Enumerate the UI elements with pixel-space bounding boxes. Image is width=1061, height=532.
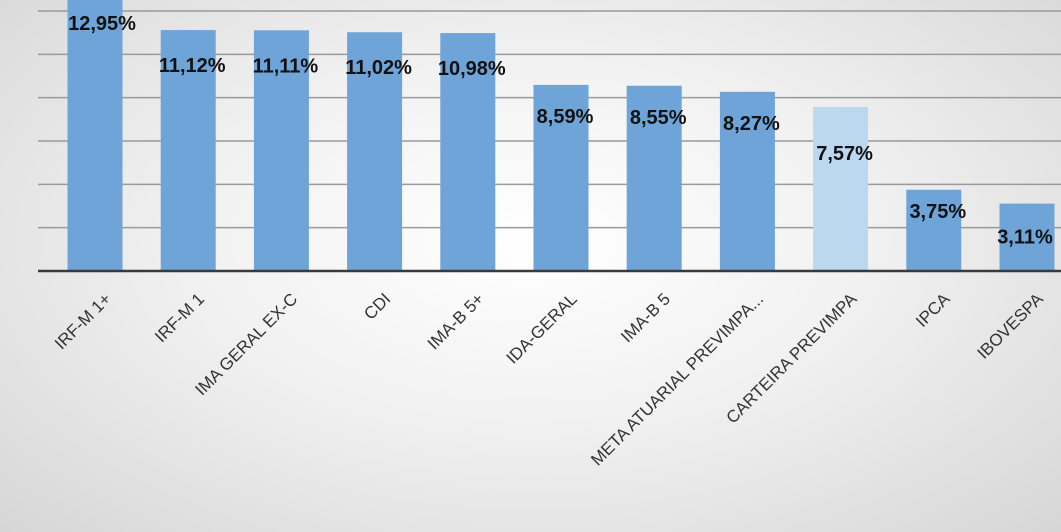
- x-tick-label: IRF-M 1+: [51, 289, 115, 353]
- data-label: 8,55%: [630, 107, 687, 129]
- x-tick-label: IMA-B 5+: [424, 289, 488, 353]
- bar: [440, 33, 496, 271]
- x-tick-label: IMA-B 5: [617, 289, 674, 346]
- data-label: 7,57%: [816, 143, 873, 165]
- x-tick-label: IPCA: [912, 289, 954, 331]
- x-tick-label: IRF-M 1: [151, 289, 208, 346]
- x-tick-label: IBOVESPA: [973, 289, 1047, 363]
- x-tick-label: IDA-GERAL: [503, 289, 581, 367]
- bar: [626, 85, 682, 271]
- bar: [67, 0, 123, 271]
- x-tick-label: CDI: [360, 289, 394, 323]
- bar: [719, 91, 775, 271]
- data-labels: 12,95% 11,12% 11,11% 11,02% 10,98% 8,59% 8,55%…: [68, 13, 1053, 249]
- bar: [813, 106, 869, 271]
- data-label: 8,27%: [723, 113, 780, 135]
- bars: [67, 0, 1055, 272]
- x-tick-label: IMA GERAL EX-C: [191, 289, 301, 399]
- data-label: 3,75%: [909, 201, 966, 223]
- bar: [253, 30, 309, 272]
- data-label: 11,11%: [253, 55, 319, 77]
- bar: [160, 30, 216, 271]
- data-label: 10,98%: [438, 58, 506, 80]
- data-label: 8,59%: [537, 106, 594, 128]
- bar: [533, 84, 589, 271]
- bar: [999, 203, 1055, 271]
- data-label: 3,11%: [997, 227, 1053, 249]
- data-label: 11,12%: [159, 55, 226, 77]
- bar: [347, 32, 403, 271]
- data-label: 11,02%: [345, 57, 412, 79]
- x-tick-label: META ATUARIAL PREVIMPA...: [587, 289, 767, 469]
- bar: [906, 189, 962, 271]
- data-label: 12,95%: [68, 13, 136, 35]
